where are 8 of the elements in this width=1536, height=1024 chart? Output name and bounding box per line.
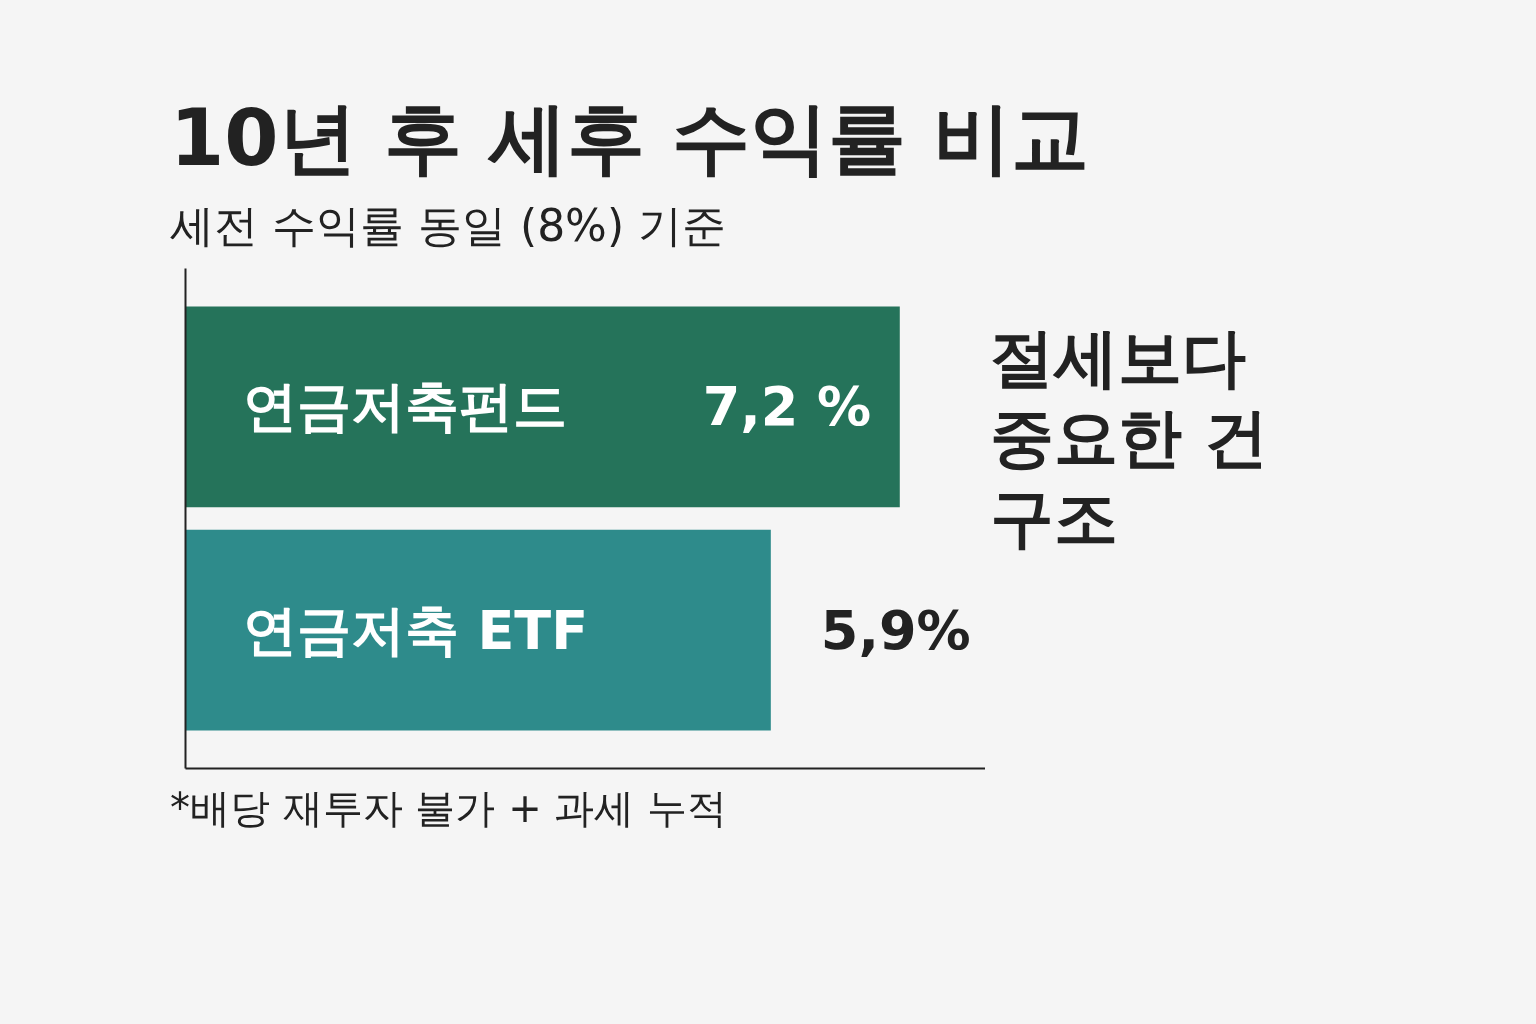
chart-title: 10년 후 세후 수익률 비교 — [170, 92, 1090, 185]
chart-subtitle: 세전 수익률 동일 (8%) 기준 — [170, 198, 727, 253]
y-tick-label: 연금저축 ETF — [242, 598, 589, 662]
data-label: 5,9% — [820, 598, 971, 662]
text: *배당 재투자 불가 + 과세 누적 — [170, 783, 728, 833]
text: 절세보다 중요한 건 구조 — [990, 319, 1269, 557]
data-label: 7,2 % — [702, 374, 872, 438]
y-tick-label: 연금저축펀드 — [242, 374, 567, 438]
